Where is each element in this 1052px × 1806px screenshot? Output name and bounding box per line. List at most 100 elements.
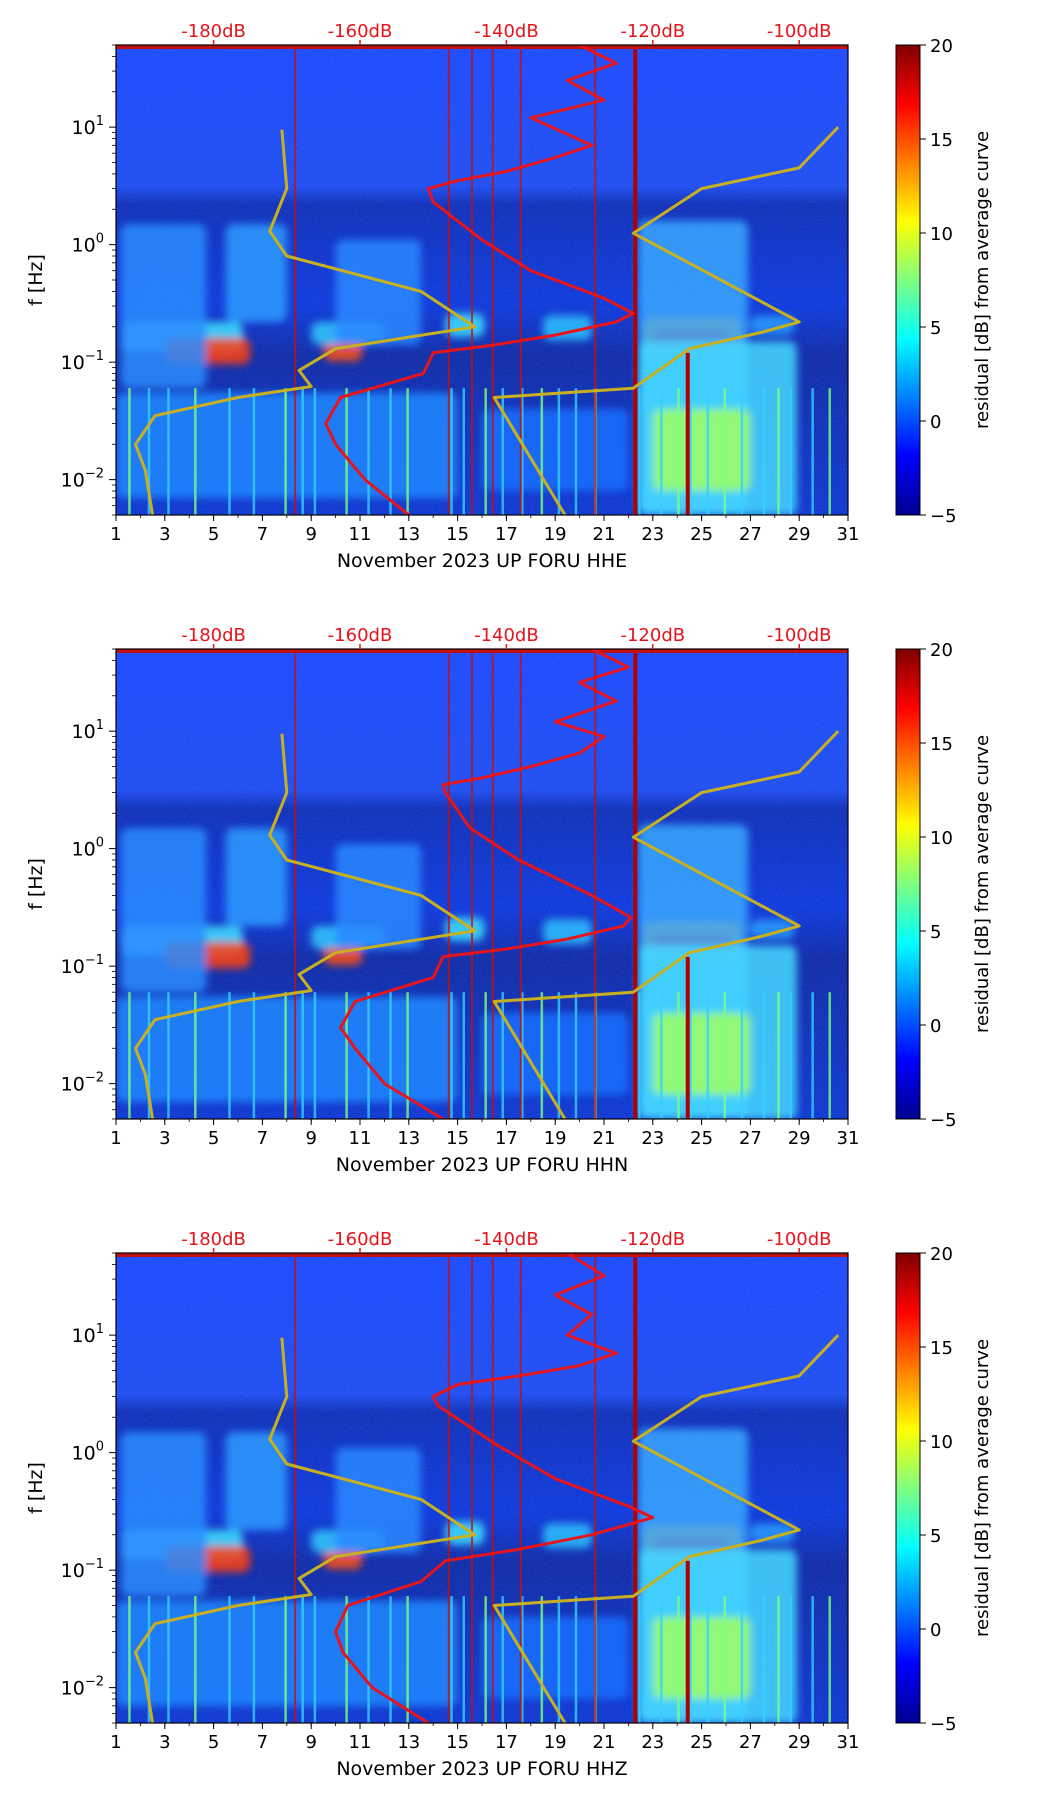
- x-tick-label: 1: [110, 524, 121, 545]
- x-tick-label: 9: [305, 1128, 316, 1149]
- x-tick-label: 1: [110, 1732, 121, 1753]
- median-psd-line: [324, 45, 635, 515]
- colorbar: [895, 1252, 921, 1724]
- y-tick-label: 10−2: [61, 1675, 104, 1700]
- colorbar: [895, 44, 921, 516]
- colorbar-tick-label: −5: [930, 506, 957, 527]
- y-tick-label: 10−2: [61, 467, 104, 492]
- x-tick-label: 27: [739, 524, 762, 545]
- x-tick-label: 27: [739, 1128, 762, 1149]
- x-tick-label: 17: [495, 524, 518, 545]
- x-axis-label: November 2023 UP FORU HHE: [337, 550, 627, 572]
- x-tick-label: 11: [349, 1732, 372, 1753]
- y-tick-label: 100: [72, 1440, 104, 1465]
- top-db-label: -120dB: [620, 625, 685, 646]
- top-db-label: -180dB: [181, 625, 246, 646]
- x-tick-label: 27: [739, 1732, 762, 1753]
- y-axis-label: f [Hz]: [25, 254, 47, 306]
- x-tick-label: 7: [257, 1732, 268, 1753]
- x-tick-label: 5: [208, 1128, 219, 1149]
- x-tick-label: 19: [544, 1128, 567, 1149]
- y-tick-label: 10−1: [61, 349, 104, 374]
- colorbar-tick-label: 0: [930, 1620, 941, 1641]
- colorbar-tick-label: 20: [930, 36, 953, 57]
- y-tick-label: 101: [72, 1322, 104, 1347]
- colorbar-tick-label: 0: [930, 412, 941, 433]
- y-tick-label: 10−1: [61, 1557, 104, 1582]
- x-tick-label: 13: [397, 524, 420, 545]
- colorbar-tick-label: 15: [930, 130, 953, 151]
- colorbar-tick-label: 10: [930, 828, 953, 849]
- x-tick-label: 31: [837, 524, 860, 545]
- top-db-label: -100dB: [767, 625, 832, 646]
- top-db-label: -120dB: [620, 1229, 685, 1250]
- x-tick-label: 9: [305, 1732, 316, 1753]
- median-psd-line: [334, 1253, 655, 1723]
- x-tick-label: 7: [257, 524, 268, 545]
- y-tick-label: 10−2: [61, 1071, 104, 1096]
- y-tick-label: 100: [72, 836, 104, 861]
- colorbar-label: residual [dB] from average curve: [972, 131, 993, 429]
- colorbar-tick-label: 20: [930, 640, 953, 661]
- colorbar-tick-label: 15: [930, 1338, 953, 1359]
- x-tick-label: 29: [788, 1128, 811, 1149]
- y-axis-label: f [Hz]: [25, 858, 47, 910]
- top-db-label: -140dB: [474, 1229, 539, 1250]
- x-tick-label: 3: [159, 1128, 170, 1149]
- x-tick-label: 21: [593, 1128, 616, 1149]
- colorbar-tick-label: 10: [930, 1432, 953, 1453]
- x-tick-label: 25: [690, 1128, 713, 1149]
- x-tick-label: 7: [257, 1128, 268, 1149]
- x-tick-label: 21: [593, 1732, 616, 1753]
- colorbar-tick-label: 0: [930, 1016, 941, 1037]
- x-tick-label: 1: [110, 1128, 121, 1149]
- colorbar-label: residual [dB] from average curve: [972, 735, 993, 1033]
- x-tick-label: 23: [641, 1128, 664, 1149]
- colorbar-tick-label: 5: [930, 922, 941, 943]
- y-tick-label: 101: [72, 114, 104, 139]
- x-tick-label: 5: [208, 1732, 219, 1753]
- top-db-label: -140dB: [474, 21, 539, 42]
- x-axis-label: November 2023 UP FORU HHN: [336, 1154, 629, 1176]
- y-tick-label: 10−1: [61, 953, 104, 978]
- model-curve-line: [134, 730, 840, 1119]
- x-tick-label: 15: [446, 1732, 469, 1753]
- x-tick-label: 25: [690, 1732, 713, 1753]
- x-tick-label: 21: [593, 524, 616, 545]
- x-tick-label: 29: [788, 1732, 811, 1753]
- top-db-label: -140dB: [474, 625, 539, 646]
- y-axis-label: f [Hz]: [25, 1462, 47, 1514]
- x-tick-label: 9: [305, 524, 316, 545]
- x-tick-label: 11: [349, 1128, 372, 1149]
- x-tick-label: 31: [837, 1732, 860, 1753]
- x-tick-label: 3: [159, 524, 170, 545]
- colorbar-tick-label: 10: [930, 224, 953, 245]
- x-tick-label: 15: [446, 524, 469, 545]
- x-tick-label: 11: [349, 524, 372, 545]
- x-tick-label: 23: [641, 1732, 664, 1753]
- x-tick-label: 13: [397, 1732, 420, 1753]
- colorbar-tick-label: 20: [930, 1244, 953, 1265]
- x-tick-label: 15: [446, 1128, 469, 1149]
- x-tick-label: 23: [641, 524, 664, 545]
- x-tick-label: 17: [495, 1732, 518, 1753]
- x-tick-label: 17: [495, 1128, 518, 1149]
- colorbar-tick-label: −5: [930, 1110, 957, 1131]
- colorbar-label: residual [dB] from average curve: [972, 1339, 993, 1637]
- y-tick-label: 100: [72, 232, 104, 257]
- colorbar-tick-label: 5: [930, 318, 941, 339]
- top-db-label: -160dB: [328, 21, 393, 42]
- x-tick-label: 19: [544, 1732, 567, 1753]
- y-tick-label: 101: [72, 718, 104, 743]
- top-db-label: -180dB: [181, 21, 246, 42]
- colorbar-tick-label: 5: [930, 1526, 941, 1547]
- x-tick-label: 3: [159, 1732, 170, 1753]
- top-db-label: -100dB: [767, 1229, 832, 1250]
- colorbar: [895, 648, 921, 1120]
- top-db-label: -120dB: [620, 21, 685, 42]
- x-tick-label: 13: [397, 1128, 420, 1149]
- colorbar-tick-label: 15: [930, 734, 953, 755]
